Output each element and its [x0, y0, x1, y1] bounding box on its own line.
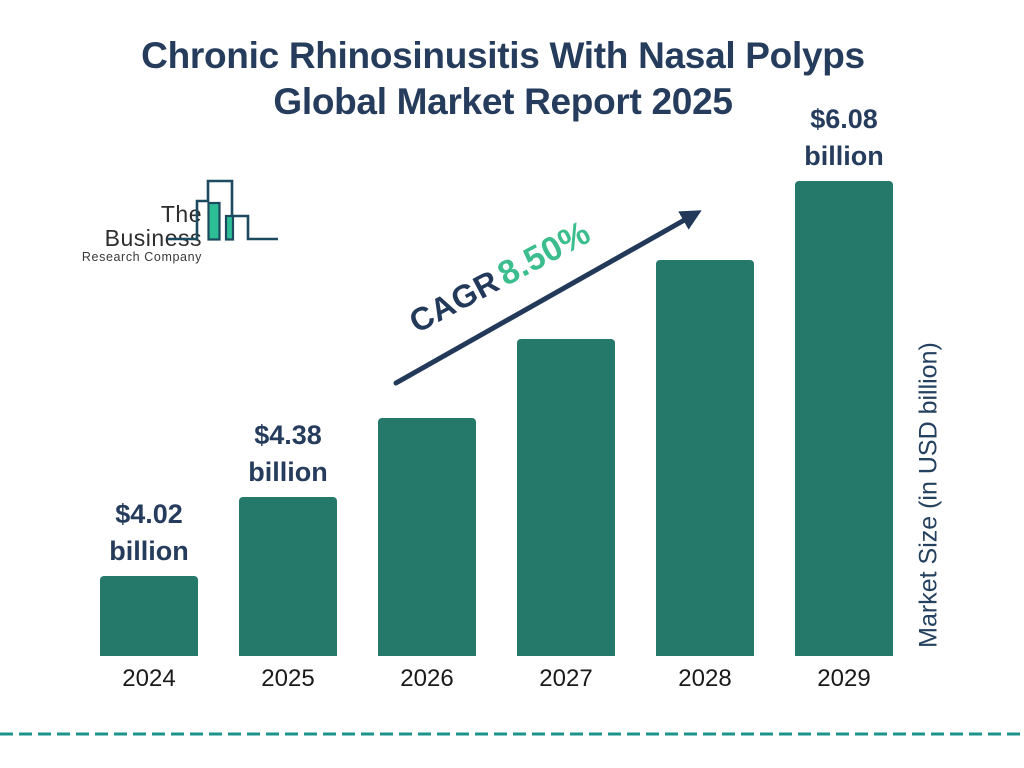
value-label-line: $4.38: [254, 420, 322, 450]
x-tick-2029: 2029: [817, 665, 871, 692]
x-tick-2026: 2026: [400, 665, 454, 692]
x-tick-2028: 2028: [678, 665, 732, 692]
logo-company-subname: Research Company: [81, 250, 202, 264]
value-label-2029: $6.08 billion: [764, 101, 924, 175]
value-label-2025: $4.38 billion: [208, 417, 368, 491]
value-label-line: billion: [109, 536, 189, 566]
logo-bars-icon: [167, 179, 278, 241]
bar-2026: [378, 418, 476, 656]
page-title: Chronic Rhinosinusitis With Nasal Polyps…: [0, 33, 1015, 125]
bar-2025: [239, 497, 337, 656]
y-axis-label: Market Size (in USD billion): [914, 342, 943, 648]
value-label-line: $4.02: [115, 499, 183, 529]
title-line-1: Chronic Rhinosinusitis With Nasal Polyps: [141, 35, 865, 76]
bar-2024: [100, 576, 198, 656]
title-line-2: Global Market Report 2025: [273, 81, 733, 122]
bar-2029: [795, 181, 893, 656]
company-logo: The Business Research Company: [60, 176, 290, 264]
value-label-line: $6.08: [810, 104, 878, 134]
x-tick-2025: 2025: [261, 665, 315, 692]
bottom-dashed-line: [0, 732, 1024, 736]
value-label-line: billion: [804, 141, 884, 171]
x-tick-2027: 2027: [539, 665, 593, 692]
bar-2028: [656, 260, 754, 656]
bar-2027: [517, 339, 615, 656]
x-tick-2024: 2024: [122, 665, 176, 692]
value-label-2024: $4.02 billion: [69, 496, 229, 570]
value-label-line: billion: [248, 457, 328, 487]
logo-text: The Business Research Company: [68, 202, 202, 264]
